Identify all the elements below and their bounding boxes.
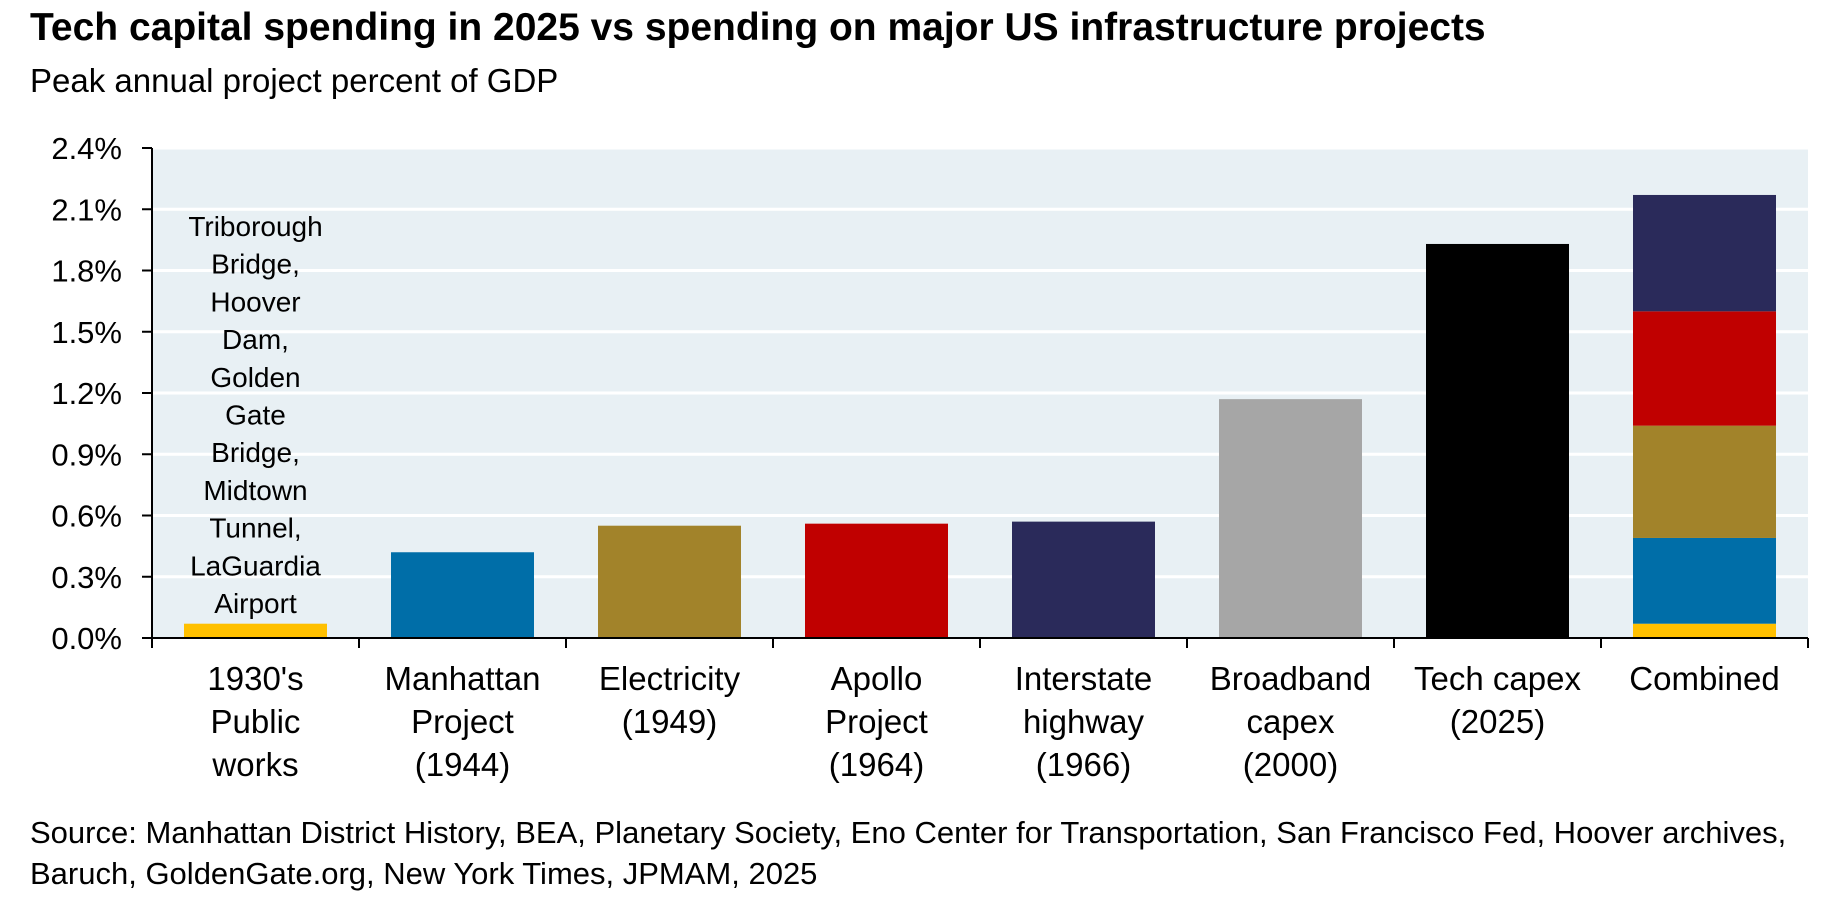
stacked-bar-segment [1633,311,1776,426]
stacked-bar-segment [1633,194,1776,312]
annotation: Triborough Bridge, Hoover Dam, Golden Gate Bri… [188,211,322,619]
bar [1219,399,1362,638]
bar [184,623,327,638]
y-tick-label: 0.9% [51,437,122,472]
x-category-label: Combined [1629,660,1779,697]
stacked-bar-segment [1633,623,1776,638]
x-category-label: Manhattan Project (1944) [385,660,541,783]
bar [598,525,741,638]
x-category-label: Electricity (1949) [599,660,741,740]
y-tick-label: 2.4% [51,131,122,166]
x-category-label: 1930's Public works [207,660,303,783]
x-category-label: Tech capex (2025) [1414,660,1581,740]
y-tick-label: 0.3% [51,560,122,595]
x-category-label: Broadband capex (2000) [1210,660,1371,783]
bar [391,552,534,638]
x-category-label: Apollo Project (1964) [825,660,928,783]
bar-chart: 0.0% 0.3% 0.6% 0.9% 1.2% 1.5% 1.8% 2.1% 2.4% 193… [51,131,1809,783]
y-tick-label: 0.0% [51,621,122,656]
y-tick-label: 1.2% [51,376,122,411]
x-category-label: Interstate highway (1966) [1015,660,1153,783]
x-axis-category-labels: 1930's Public works Manhattan Project (1944) E… [207,660,1779,783]
chart-subtitle: Peak annual project percent of GDP [30,62,559,99]
y-axis-tick-labels: 0.0% 0.3% 0.6% 0.9% 1.2% 1.5% 1.8% 2.1% 2.4% [51,131,122,656]
annotation-text: Triborough Bridge, Hoover Dam, Golden Gate Bri… [188,211,322,619]
stacked-bar-segment [1633,425,1776,538]
y-tick-label: 2.1% [51,192,122,227]
bar [1426,243,1569,639]
bar [1012,521,1155,638]
chart-title: Tech capital spending in 2025 vs spendin… [30,6,1486,49]
bars [184,194,1776,639]
bar [805,523,948,638]
y-tick-label: 0.6% [51,499,122,534]
y-tick-label: 1.5% [51,315,122,350]
y-tick-label: 1.8% [51,254,122,289]
axes [142,147,1809,648]
source-note: Source: Manhattan District History, BEA,… [30,815,1787,891]
stacked-bar-segment [1633,537,1776,624]
